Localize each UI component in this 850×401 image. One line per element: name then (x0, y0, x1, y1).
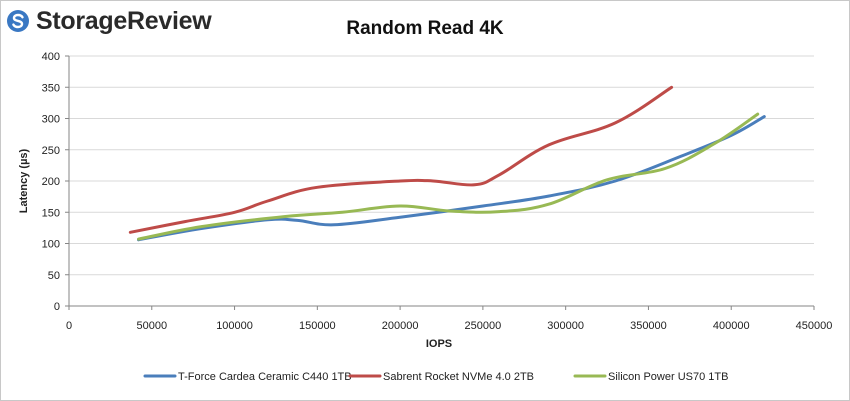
x-tick-label: 450000 (796, 320, 833, 332)
x-tick-label: 250000 (465, 320, 502, 332)
legend-item-silicon-power-us70: Silicon Power US70 1TB (573, 371, 728, 383)
y-tick-label: 300 (42, 114, 60, 126)
y-tick-label: 200 (42, 176, 60, 188)
legend: T-Force Cardea Ceramic C440 1TB Sabrent R… (143, 371, 728, 383)
x-tick-label: 400000 (713, 320, 750, 332)
silicon-power-us70-series-line (137, 112, 760, 241)
storagereview-logo: StorageReview (6, 4, 212, 38)
x-axis-title: IOPS (426, 338, 452, 350)
x-tick-label: 50000 (136, 320, 167, 332)
series-lines (128, 85, 766, 242)
y-tick-label: 50 (48, 270, 60, 282)
legend-label: Sabrent Rocket NVMe 4.0 2TB (383, 371, 534, 383)
chart-title: Random Read 4K (346, 18, 504, 39)
legend-label: T-Force Cardea Ceramic C440 1TB (178, 371, 352, 383)
y-tick-label: 0 (54, 301, 60, 313)
legend-item-tforce-c440: T-Force Cardea Ceramic C440 1TB (143, 371, 352, 383)
x-tick-label: 100000 (216, 320, 253, 332)
x-tick-label: 150000 (299, 320, 336, 332)
y-tick-label: 350 (42, 82, 60, 94)
sabrent-rocket-series-line (128, 85, 674, 234)
legend-item-sabrent-rocket: Sabrent Rocket NVMe 4.0 2TB (348, 371, 534, 383)
y-axis-title: Latency (µs) (18, 148, 30, 213)
x-tick-label: 350000 (630, 320, 667, 332)
gridlines (69, 55, 814, 276)
x-tick-label: 300000 (547, 320, 584, 332)
x-tick-label: 200000 (382, 320, 419, 332)
storagereview-logo-icon (7, 10, 29, 32)
x-tick-label: 0 (66, 320, 72, 332)
axes (65, 55, 815, 310)
tick-labels: 0 50 100 150 200 250 300 350 400 0 50000 100000 1500… (42, 51, 833, 332)
logo-wordmark: StorageReview (36, 6, 212, 35)
y-tick-label: 150 (42, 207, 60, 219)
y-tick-label: 100 (42, 239, 60, 251)
y-tick-label: 400 (42, 51, 60, 63)
y-tick-label: 250 (42, 145, 60, 157)
legend-label: Silicon Power US70 1TB (608, 371, 728, 383)
